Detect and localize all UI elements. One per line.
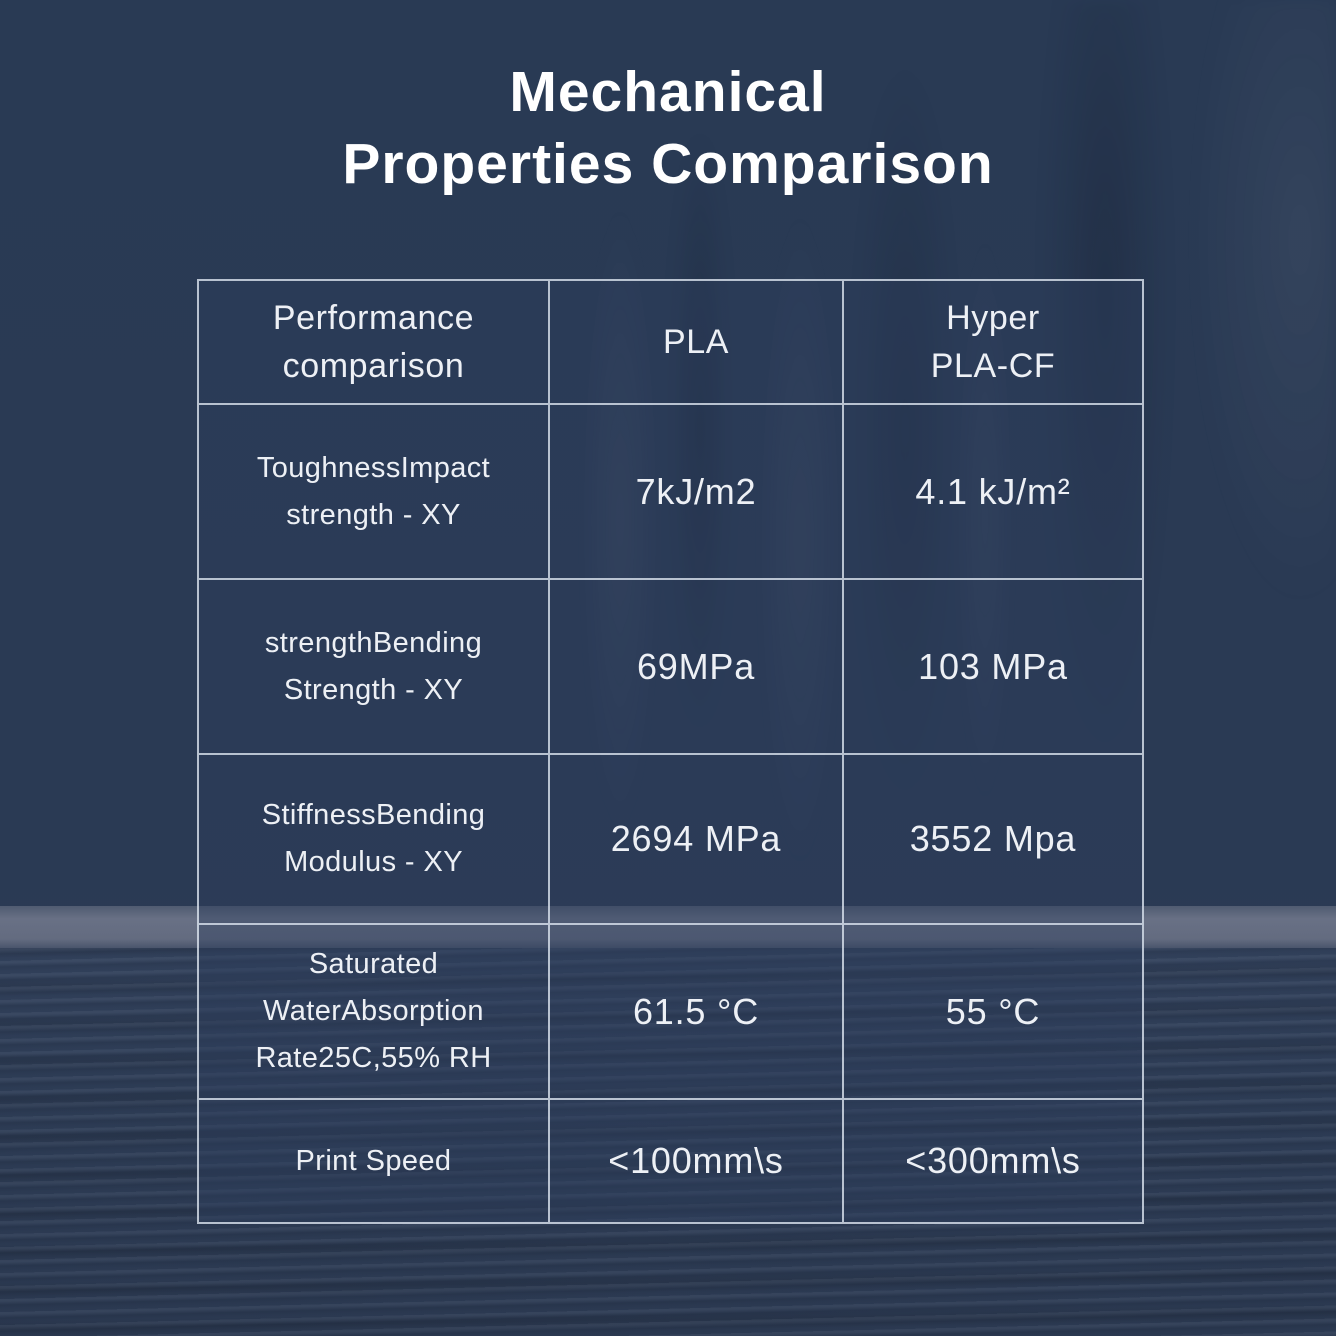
row-label-water-absorption: Saturated WaterAbsorption Rate25C,55% RH — [199, 925, 550, 1100]
cell-pla-impact-strength: 7kJ/m2 — [550, 405, 844, 580]
header-cell-performance-comparison: Performance comparison — [199, 281, 550, 405]
filament-drape-texture — [0, 0, 1336, 950]
filament-coil-texture — [0, 948, 1336, 1336]
cell-pla-bending-modulus: 2694 MPa — [550, 755, 844, 925]
cell-pla-print-speed: <100mm\s — [550, 1100, 844, 1224]
cell-pla-bending-strength: 69MPa — [550, 580, 844, 755]
header-cell-pla: PLA — [550, 281, 844, 405]
row-label-impact-strength: ToughnessImpact strength - XY — [199, 405, 550, 580]
gray-band — [0, 906, 1336, 952]
row-label-print-speed: Print Speed — [199, 1100, 550, 1224]
header-cell-hyper-pla-cf: Hyper PLA-CF — [844, 281, 1144, 405]
cell-hyper-water-absorption: 55 °C — [844, 925, 1144, 1100]
cell-hyper-print-speed: <300mm\s — [844, 1100, 1144, 1224]
row-label-bending-modulus: StiffnessBending Modulus - XY — [199, 755, 550, 925]
cell-pla-water-absorption: 61.5 °C — [550, 925, 844, 1100]
comparison-table: Performance comparison PLA Hyper PLA-CF … — [197, 279, 1144, 1224]
cell-hyper-impact-strength: 4.1 kJ/m² — [844, 405, 1144, 580]
row-label-bending-strength: strengthBending Strength - XY — [199, 580, 550, 755]
cell-hyper-bending-strength: 103 MPa — [844, 580, 1144, 755]
page-title: Mechanical Properties Comparison — [342, 60, 994, 197]
cell-hyper-bending-modulus: 3552 Mpa — [844, 755, 1144, 925]
